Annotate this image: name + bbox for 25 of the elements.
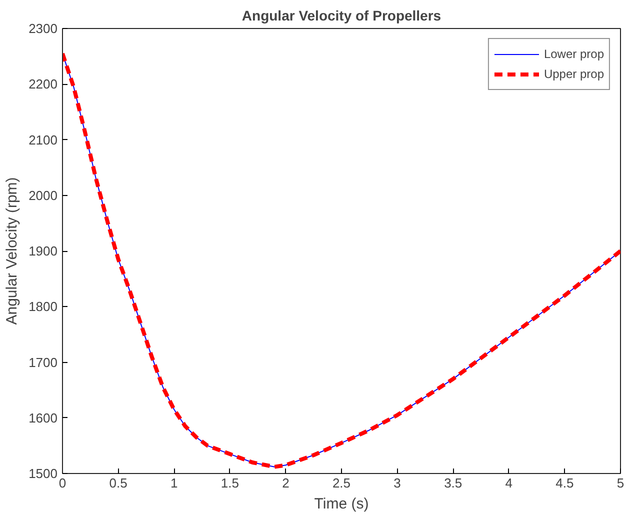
y-tick-label: 1700 bbox=[28, 354, 58, 370]
x-tick-label: 0.5 bbox=[109, 476, 128, 490]
x-tick-label: 4 bbox=[505, 476, 513, 490]
legend-label: Lower prop bbox=[544, 47, 604, 61]
x-tick-label: 3 bbox=[394, 476, 401, 490]
y-tick-label: 2000 bbox=[28, 188, 58, 203]
x-tick-label: 2.5 bbox=[332, 476, 351, 490]
x-axis-title: Time (s) bbox=[314, 496, 369, 512]
x-tick-label: 5 bbox=[616, 476, 624, 490]
y-tick-label: 1500 bbox=[28, 466, 58, 481]
y-tick-label: 1800 bbox=[28, 299, 58, 314]
y-tick-label: 2300 bbox=[28, 21, 58, 36]
x-tick-label: 1.5 bbox=[220, 476, 239, 490]
x-tick-label: 2 bbox=[282, 476, 290, 490]
y-tick-label: 2100 bbox=[28, 132, 58, 148]
x-tick-label: 4.5 bbox=[556, 476, 574, 490]
x-tick-label: 0 bbox=[58, 476, 66, 490]
legend-label: Upper prop bbox=[544, 67, 604, 81]
y-tick-label: 1900 bbox=[28, 244, 58, 258]
x-tick-label: 1 bbox=[170, 476, 178, 490]
y-axis-title: Angular Velocity (rpm) bbox=[4, 177, 21, 325]
chart-title: Angular Velocity of Propellers bbox=[242, 8, 442, 24]
x-tick-label: 3.5 bbox=[444, 476, 462, 490]
y-tick-label: 2200 bbox=[28, 76, 58, 92]
y-tick-label: 1600 bbox=[28, 410, 58, 426]
